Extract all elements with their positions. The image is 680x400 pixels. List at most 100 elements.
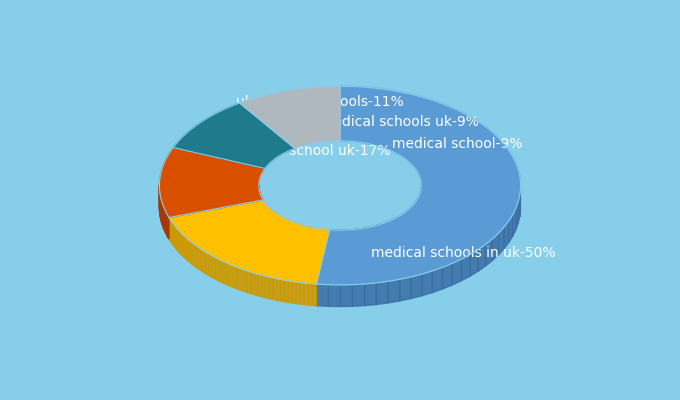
Polygon shape: [305, 283, 308, 305]
Polygon shape: [316, 284, 328, 306]
Polygon shape: [284, 218, 285, 240]
Polygon shape: [340, 230, 345, 252]
Polygon shape: [224, 262, 227, 285]
Polygon shape: [411, 274, 422, 298]
Polygon shape: [515, 202, 518, 230]
Polygon shape: [394, 216, 398, 240]
Polygon shape: [237, 267, 240, 290]
Polygon shape: [377, 281, 388, 304]
Polygon shape: [262, 275, 265, 298]
Polygon shape: [233, 266, 237, 289]
Polygon shape: [240, 268, 243, 291]
Polygon shape: [364, 283, 377, 306]
Polygon shape: [184, 236, 186, 260]
Polygon shape: [377, 224, 381, 247]
Polygon shape: [265, 276, 269, 298]
Polygon shape: [292, 281, 296, 304]
Polygon shape: [201, 249, 203, 272]
Polygon shape: [418, 196, 419, 220]
Polygon shape: [282, 217, 284, 240]
Text: medical schools uk-9%: medical schools uk-9%: [320, 115, 479, 129]
Polygon shape: [177, 228, 178, 252]
Polygon shape: [356, 229, 362, 251]
Polygon shape: [186, 238, 188, 261]
Polygon shape: [211, 256, 215, 279]
Polygon shape: [270, 208, 271, 231]
Polygon shape: [498, 227, 504, 255]
Polygon shape: [251, 272, 254, 295]
Polygon shape: [281, 279, 284, 302]
Polygon shape: [266, 204, 267, 226]
Polygon shape: [169, 200, 329, 284]
Polygon shape: [367, 227, 372, 250]
Polygon shape: [411, 204, 413, 229]
Polygon shape: [351, 229, 356, 252]
Polygon shape: [513, 208, 515, 236]
Polygon shape: [324, 229, 326, 251]
Text: uk medical schools-11%: uk medical schools-11%: [236, 95, 404, 109]
Polygon shape: [159, 148, 265, 218]
Polygon shape: [329, 230, 335, 252]
Polygon shape: [492, 233, 498, 260]
Polygon shape: [276, 213, 277, 236]
Polygon shape: [402, 212, 405, 236]
Polygon shape: [478, 244, 486, 271]
Polygon shape: [322, 229, 324, 251]
Polygon shape: [405, 210, 409, 234]
Polygon shape: [419, 193, 420, 218]
Polygon shape: [274, 212, 275, 234]
Polygon shape: [504, 221, 509, 249]
Polygon shape: [301, 282, 305, 304]
Polygon shape: [470, 250, 478, 276]
Polygon shape: [290, 221, 292, 243]
Polygon shape: [420, 190, 421, 214]
Text: medical schools in uk-50%: medical schools in uk-50%: [371, 246, 556, 260]
Polygon shape: [288, 220, 289, 242]
Polygon shape: [308, 283, 312, 305]
Polygon shape: [277, 278, 281, 301]
Polygon shape: [168, 216, 169, 239]
Polygon shape: [292, 222, 294, 244]
Polygon shape: [341, 285, 352, 306]
Polygon shape: [413, 202, 416, 226]
Polygon shape: [381, 222, 386, 246]
Polygon shape: [388, 279, 400, 303]
Polygon shape: [386, 220, 390, 244]
Polygon shape: [273, 278, 277, 300]
Polygon shape: [178, 230, 180, 254]
Polygon shape: [422, 271, 432, 296]
Text: medical school uk-17%: medical school uk-17%: [230, 144, 390, 158]
Polygon shape: [173, 103, 295, 168]
Polygon shape: [313, 228, 315, 250]
Polygon shape: [328, 285, 341, 306]
Polygon shape: [166, 212, 167, 235]
Polygon shape: [295, 223, 296, 245]
Polygon shape: [308, 227, 310, 249]
Polygon shape: [316, 86, 521, 285]
Polygon shape: [271, 209, 272, 232]
Polygon shape: [335, 230, 340, 252]
Polygon shape: [310, 227, 311, 249]
Polygon shape: [215, 257, 218, 280]
Polygon shape: [294, 222, 295, 244]
Polygon shape: [326, 230, 328, 251]
Polygon shape: [281, 216, 282, 239]
Polygon shape: [182, 234, 184, 258]
Polygon shape: [311, 228, 313, 250]
Polygon shape: [296, 223, 299, 246]
Polygon shape: [305, 226, 307, 248]
Polygon shape: [443, 263, 452, 289]
Polygon shape: [390, 219, 394, 242]
Polygon shape: [279, 216, 281, 238]
Polygon shape: [307, 226, 308, 248]
Polygon shape: [269, 277, 273, 300]
Polygon shape: [275, 212, 276, 235]
Polygon shape: [284, 280, 288, 302]
Polygon shape: [206, 252, 209, 276]
Polygon shape: [209, 254, 211, 277]
Polygon shape: [268, 206, 269, 229]
Polygon shape: [409, 207, 411, 231]
Polygon shape: [196, 245, 199, 269]
Polygon shape: [486, 239, 492, 266]
Polygon shape: [289, 220, 290, 243]
